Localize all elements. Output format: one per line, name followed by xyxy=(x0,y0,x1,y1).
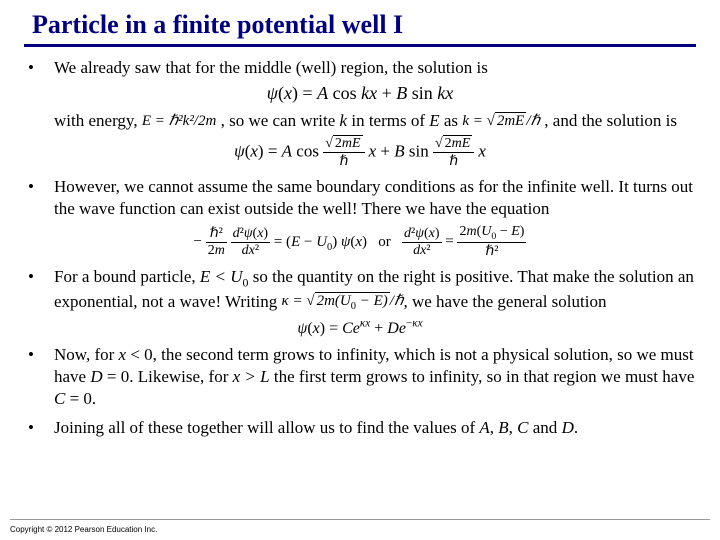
text: and xyxy=(529,418,562,437)
text: , so we can write xyxy=(221,111,340,130)
text: , we have the general solution xyxy=(403,292,606,311)
bullet-marker: • xyxy=(24,176,54,220)
var-B: B xyxy=(498,418,508,437)
text: Now, for xyxy=(54,345,119,364)
equation-k-of-E: k = 2mE/ℏ xyxy=(462,112,540,132)
equation-schrodinger: − ℏ²2m d²ψ(x)dx² = (E − U0) ψ(x) or d²ψ(… xyxy=(24,224,696,260)
equation-energy: E = ℏ²k²/2m xyxy=(142,112,217,132)
var-C: C xyxy=(517,418,528,437)
bullet-4: • Now, for x < 0, the second term grows … xyxy=(24,344,696,410)
text: in terms of xyxy=(347,111,429,130)
text: with energy, xyxy=(54,111,142,130)
text: = 0. Likewise, for xyxy=(103,367,233,386)
bullet-marker: • xyxy=(24,57,54,79)
text: , and the solution is xyxy=(544,111,677,130)
text: the first term grows to infinity, so in … xyxy=(270,367,695,386)
bullet-1: • We already saw that for the middle (we… xyxy=(24,57,696,79)
var-A: A xyxy=(479,418,489,437)
var-D: D xyxy=(90,367,102,386)
text: = 0. xyxy=(65,389,96,408)
title-underline xyxy=(24,44,696,47)
equation-psi-trig: ψ(x) = A cos kx + B sin kx xyxy=(24,83,696,104)
bullet-text: Now, for x < 0, the second term grows to… xyxy=(54,344,696,410)
bullet-text: We already saw that for the middle (well… xyxy=(54,57,696,79)
footer-divider xyxy=(10,519,710,520)
page-title: Particle in a finite potential well I xyxy=(24,10,696,44)
var-k: k xyxy=(340,111,348,130)
equation-psi-exp: ψ(x) = Ceκx + De−κx xyxy=(24,318,696,338)
copyright-text: Copyright © 2012 Pearson Education Inc. xyxy=(10,525,157,534)
bullet-3: • For a bound particle, E < U0 so the qu… xyxy=(24,266,696,314)
text: For a bound particle, xyxy=(54,267,200,286)
ineq: E < U0 xyxy=(200,267,249,286)
bullet-text: However, we cannot assume the same bound… xyxy=(54,176,696,220)
bullet-1-cont: with energy, E = ℏ²k²/2m , so we can wri… xyxy=(54,110,696,132)
bullet-marker: • xyxy=(24,417,54,439)
text: as xyxy=(440,111,463,130)
bullet-text: Joining all of these together will allow… xyxy=(54,417,696,439)
var-C: C xyxy=(54,389,65,408)
bullet-marker: • xyxy=(24,344,54,410)
bullet-marker: • xyxy=(24,266,54,314)
equation-kappa: κ = 2m(U0 − E)/ℏ xyxy=(282,292,404,314)
var-D: D xyxy=(562,418,574,437)
var-x: x xyxy=(119,345,127,364)
bullet-text: For a bound particle, E < U0 so the quan… xyxy=(54,266,696,314)
var-E: E xyxy=(429,111,439,130)
bullet-5: • Joining all of these together will all… xyxy=(24,417,696,439)
equation-psi-trig2: ψ(x) = A cos 2mEℏ x + B sin 2mEℏ x xyxy=(24,136,696,170)
ineq-xL: x > L xyxy=(233,367,270,386)
bullet-2: • However, we cannot assume the same bou… xyxy=(24,176,696,220)
text: Joining all of these together will allow… xyxy=(54,418,479,437)
